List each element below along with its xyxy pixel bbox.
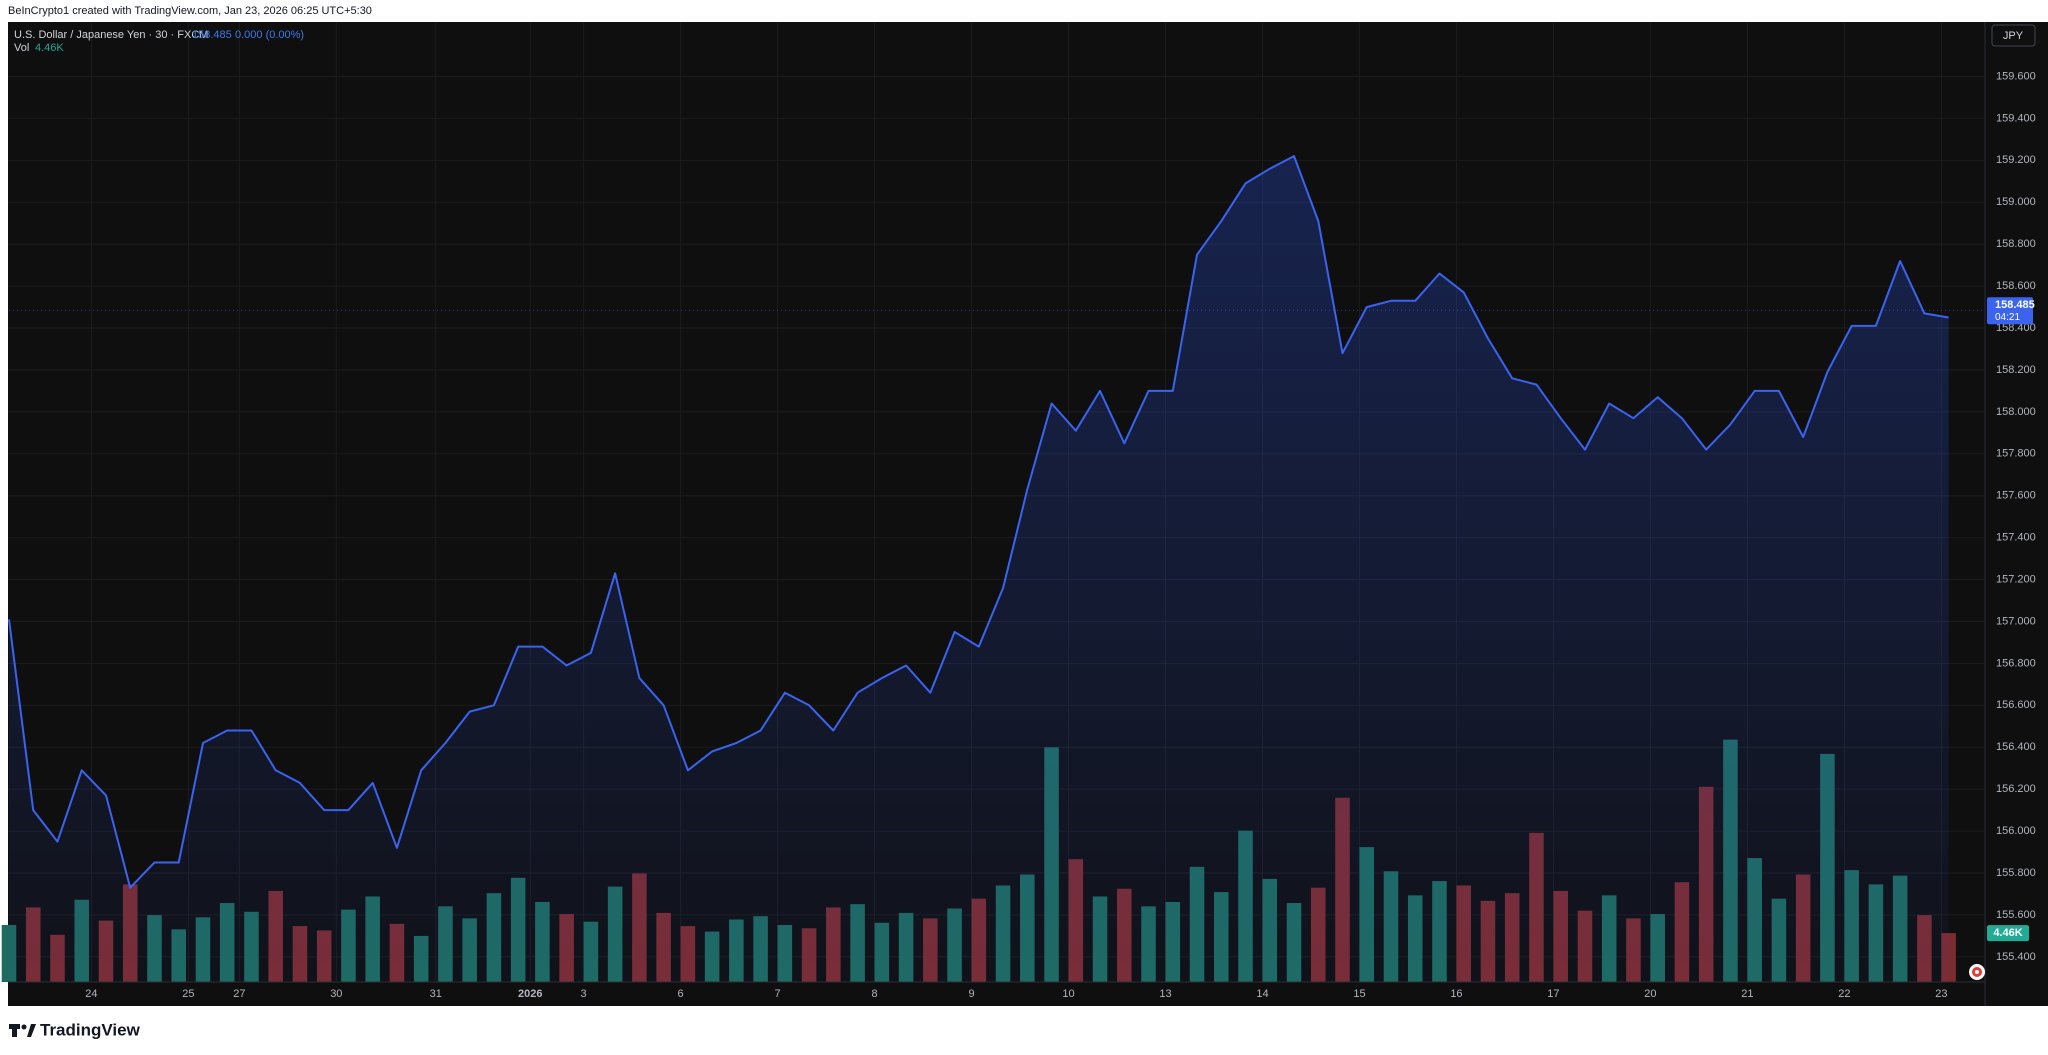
area-fill xyxy=(9,156,1949,983)
x-tick-label: 25 xyxy=(182,988,194,1000)
y-tick-label: 156.800 xyxy=(1996,657,2036,669)
x-tick-label: 31 xyxy=(430,988,442,1000)
x-tick-label: 13 xyxy=(1159,988,1171,1000)
x-tick-label: 7 xyxy=(775,988,781,1000)
credit: BeInCrypto1 created with TradingView.com… xyxy=(8,5,372,17)
x-tick-label: 30 xyxy=(330,988,342,1000)
legend-price: 158.485 xyxy=(192,29,232,41)
x-tick-label: 27 xyxy=(233,988,245,1000)
x-tick-label: 14 xyxy=(1256,988,1268,1000)
y-tick-label: 156.200 xyxy=(1996,783,2036,795)
y-tick-label: 159.600 xyxy=(1996,70,2036,82)
y-tick-label: 158.200 xyxy=(1996,364,2036,376)
y-tick-label: 159.200 xyxy=(1996,154,2036,166)
x-tick-label: 10 xyxy=(1062,988,1074,1000)
x-tick-label: 21 xyxy=(1741,988,1753,1000)
brand-logo xyxy=(9,1024,36,1037)
currency-button[interactable] xyxy=(1991,24,2036,47)
x-tick-label: 9 xyxy=(968,988,974,1000)
price-layer xyxy=(8,155,1949,983)
x-tick-label: 2026 xyxy=(518,988,542,1000)
last-price-box xyxy=(1987,297,2033,325)
y-tick-label: 158.400 xyxy=(1996,322,2036,334)
x-tick-label: 22 xyxy=(1838,988,1850,1000)
y-tick-label: 159.000 xyxy=(1996,196,2036,208)
y-tick-label: 157.600 xyxy=(1996,490,2036,502)
y-tick-label: 156.600 xyxy=(1996,699,2036,711)
y-tick-label: 156.000 xyxy=(1996,825,2036,837)
volume-label-box xyxy=(1987,925,2029,942)
y-tick-label: 157.200 xyxy=(1996,573,2036,585)
y-tick-label: 159.400 xyxy=(1996,112,2036,124)
x-tick-label: 24 xyxy=(85,988,97,1000)
brand: TradingView xyxy=(40,1020,141,1039)
y-tick-label: 155.800 xyxy=(1996,867,2036,879)
x-tick-label: 6 xyxy=(678,988,684,1000)
currency[interactable]: JPY xyxy=(2003,30,2024,42)
x-tick-label: 8 xyxy=(871,988,877,1000)
y-tick-label: 158.000 xyxy=(1996,406,2036,418)
x-tick-label: 20 xyxy=(1644,988,1656,1000)
y-tick-label: 158.800 xyxy=(1996,238,2036,250)
legend-change: 0.000 (0.00%) xyxy=(235,29,304,41)
y-tick-label: 157.400 xyxy=(1996,532,2036,544)
volume-label: 4.46K xyxy=(1993,927,2022,939)
symbol: U.S. Dollar / Japanese Yen · 30 · FXCM xyxy=(14,29,208,41)
x-tick-label: 3 xyxy=(581,988,587,1000)
y-tick-label: 158.600 xyxy=(1996,280,2036,292)
volume-title: Vol xyxy=(14,42,29,54)
y-tick-label: 155.400 xyxy=(1996,951,2036,963)
y-tick-label: 157.800 xyxy=(1996,448,2036,460)
x-tick-label: 15 xyxy=(1353,988,1365,1000)
last-price-label: 158.485 xyxy=(1995,299,2035,311)
y-tick-label: 155.600 xyxy=(1996,909,2036,921)
y-tick-label: 156.400 xyxy=(1996,741,2036,753)
axes: 155.400 155.600 155.800 156.000 156.200 156.4… xyxy=(9,70,2036,1000)
x-tick-label: 16 xyxy=(1450,988,1462,1000)
volume-legend-value: 4.46K xyxy=(35,42,64,54)
y-tick-label: 157.000 xyxy=(1996,615,2036,627)
price-line xyxy=(8,155,1949,889)
alert-icon-dot xyxy=(1975,970,1979,974)
x-tick-label: 23 xyxy=(1935,988,1947,1000)
x-tick-label: 17 xyxy=(1547,988,1559,1000)
countdown: 04:21 xyxy=(1995,312,2020,323)
